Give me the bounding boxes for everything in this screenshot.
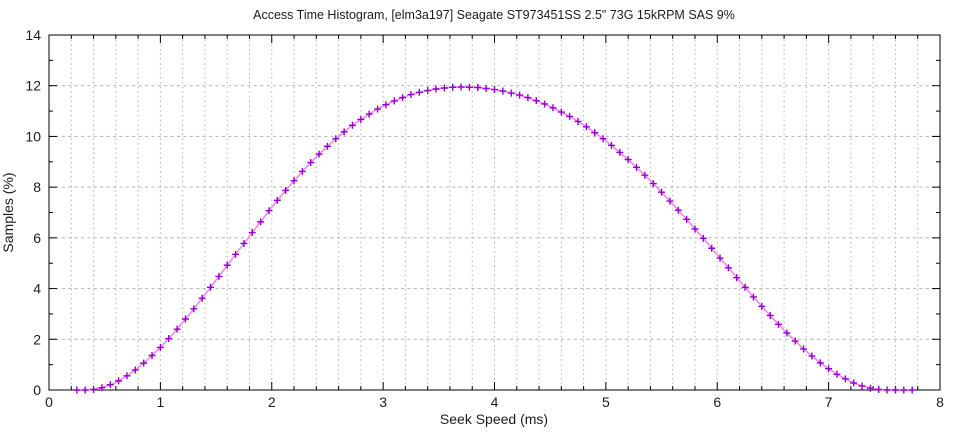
y-tick-label: 6 bbox=[33, 230, 41, 246]
x-tick-label: 1 bbox=[156, 394, 164, 410]
y-tick-label: 8 bbox=[33, 179, 41, 195]
x-tick-label: 3 bbox=[379, 394, 387, 410]
x-tick-label: 2 bbox=[268, 394, 276, 410]
x-tick-label: 4 bbox=[491, 394, 499, 410]
data-point-markers bbox=[73, 83, 916, 394]
y-tick-label: 14 bbox=[25, 27, 41, 43]
y-tick-label: 2 bbox=[33, 331, 41, 347]
x-tick-label: 5 bbox=[602, 394, 610, 410]
x-tick-label: 0 bbox=[45, 394, 53, 410]
x-axis-label: Seek Speed (ms) bbox=[440, 411, 548, 427]
x-tick-label: 8 bbox=[936, 394, 944, 410]
y-tick-label: 4 bbox=[33, 281, 41, 297]
y-tick-label: 12 bbox=[25, 78, 41, 94]
y-tick-label: 0 bbox=[33, 382, 41, 398]
x-tick-label: 7 bbox=[825, 394, 833, 410]
x-tick-label: 6 bbox=[713, 394, 721, 410]
y-tick-label: 10 bbox=[25, 128, 41, 144]
y-axis-label: Samples (%) bbox=[0, 172, 16, 252]
chart-title: Access Time Histogram, [elm3a197] Seagat… bbox=[253, 8, 735, 22]
